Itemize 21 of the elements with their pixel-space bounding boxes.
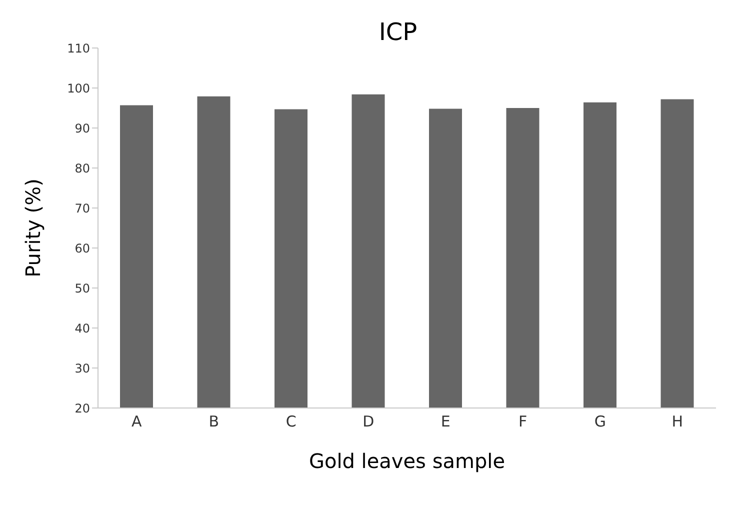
x-axis-title: Gold leaves sample [308, 449, 506, 473]
y-tick-label: 60 [74, 241, 90, 256]
y-tick-label: 50 [74, 281, 90, 296]
x-tick-label: H [672, 412, 684, 431]
x-tick-label: F [518, 412, 528, 431]
x-tick-label: B [208, 412, 220, 431]
x-tick-label: G [594, 412, 606, 431]
y-tick-label: 100 [67, 81, 90, 96]
x-tick-label: C [286, 412, 296, 431]
y-axis-title: Purity (%) [21, 178, 46, 278]
y-tick-label: 90 [74, 121, 90, 136]
y-tick-label: 110 [67, 41, 90, 56]
y-tick-label: 20 [74, 401, 90, 416]
x-tick-label: E [440, 412, 450, 431]
y-tick-label: 30 [74, 361, 90, 376]
y-tick-label: 70 [74, 201, 90, 216]
x-tick-label: D [362, 412, 374, 431]
y-tick-label: 80 [74, 161, 90, 176]
y-tick-label: 40 [74, 321, 90, 336]
x-tick-label: A [131, 412, 142, 431]
chart-title: ICP [378, 18, 418, 46]
